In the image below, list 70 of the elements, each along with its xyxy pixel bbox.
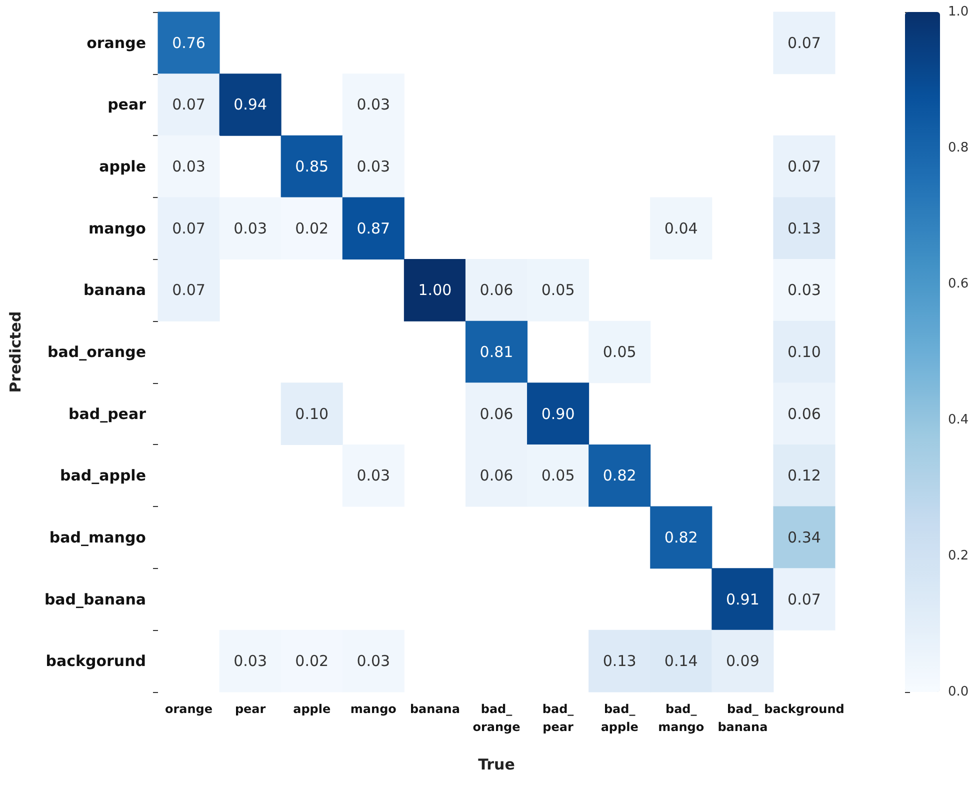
data-label: 0.76 — [172, 34, 206, 52]
y-tick-label: banana — [84, 281, 146, 300]
data-label: 0.06 — [480, 281, 514, 300]
color-bar-label: 1.0 — [948, 4, 969, 20]
color-bar-label: 0.2 — [948, 548, 969, 564]
data-label: 0.03 — [356, 96, 390, 114]
data-label: 0.09 — [726, 652, 760, 670]
data-label: 0.91 — [726, 590, 760, 608]
x-tick-label: bad_ mango — [658, 702, 704, 734]
x-tick-label: bad_ pear — [542, 702, 574, 734]
data-label: 0.05 — [602, 343, 636, 361]
x-axis-title: True — [478, 756, 515, 774]
data-label: 0.07 — [788, 590, 821, 608]
data-label: 0.02 — [295, 219, 329, 238]
data-label: 0.34 — [788, 528, 821, 546]
data-label: 0.03 — [234, 219, 268, 238]
y-axis-title: Predicted — [6, 311, 24, 393]
data-label: 1.00 — [418, 281, 452, 300]
data-label: 0.03 — [172, 158, 206, 176]
x-tick-label: bad_ apple — [600, 702, 638, 734]
y-tick-label: bad_banana — [44, 590, 146, 608]
data-label: 0.04 — [664, 219, 698, 238]
color-bar-label: 0.6 — [948, 276, 969, 292]
data-label: 0.06 — [480, 404, 514, 423]
data-label: 0.03 — [356, 652, 390, 670]
data-label: 0.10 — [295, 404, 329, 423]
y-tick-label: bad_apple — [60, 466, 146, 485]
color-bar-label: 0.8 — [948, 140, 969, 156]
x-tick-label: mango — [350, 702, 396, 716]
data-label: 0.03 — [788, 281, 821, 300]
data-label: 0.06 — [788, 404, 821, 423]
data-label: 0.05 — [541, 466, 575, 485]
y-tick-label: bad_pear — [68, 404, 147, 423]
x-tick-label: apple — [293, 702, 331, 716]
data-label: 0.87 — [356, 219, 390, 238]
data-label: 0.06 — [480, 466, 514, 485]
y-tick-label: bad_orange — [47, 343, 146, 361]
y-tick-label: orange — [86, 34, 146, 52]
y-tick-label: apple — [99, 158, 146, 176]
data-label: 0.03 — [234, 652, 268, 670]
y-tick-label: backgorund — [46, 652, 146, 670]
data-label: 0.07 — [788, 158, 821, 176]
data-label: 0.03 — [356, 158, 390, 176]
y-tick-label: mango — [88, 219, 146, 238]
data-label: 0.07 — [788, 34, 821, 52]
x-tick-label: banana — [410, 702, 460, 716]
data-label: 0.07 — [172, 219, 206, 238]
data-label: 0.14 — [664, 652, 698, 670]
data-label: 0.05 — [541, 281, 575, 300]
data-label: 0.81 — [480, 343, 514, 361]
x-tick-label: orange — [165, 702, 213, 716]
data-label: 0.94 — [234, 96, 268, 114]
data-label: 0.82 — [602, 466, 636, 485]
x-tick-label: pear — [234, 702, 266, 716]
y-tick-label: pear — [108, 96, 147, 114]
color-bar-label: 0.4 — [948, 412, 969, 428]
data-label: 0.13 — [788, 219, 821, 238]
data-label: 0.10 — [788, 343, 821, 361]
data-label: 0.07 — [172, 96, 206, 114]
data-label: 0.85 — [295, 158, 329, 176]
data-label: 0.82 — [664, 528, 698, 546]
data-label: 0.12 — [788, 466, 821, 485]
data-label: 0.90 — [541, 404, 575, 423]
y-tick-label: bad_mango — [49, 528, 146, 546]
data-label: 0.03 — [356, 466, 390, 485]
data-label: 0.13 — [602, 652, 636, 670]
color-bar-label: 0.0 — [948, 684, 969, 700]
data-label: 0.02 — [295, 652, 329, 670]
x-tick-label: bad_ orange — [472, 702, 520, 734]
data-label: 0.07 — [172, 281, 206, 300]
